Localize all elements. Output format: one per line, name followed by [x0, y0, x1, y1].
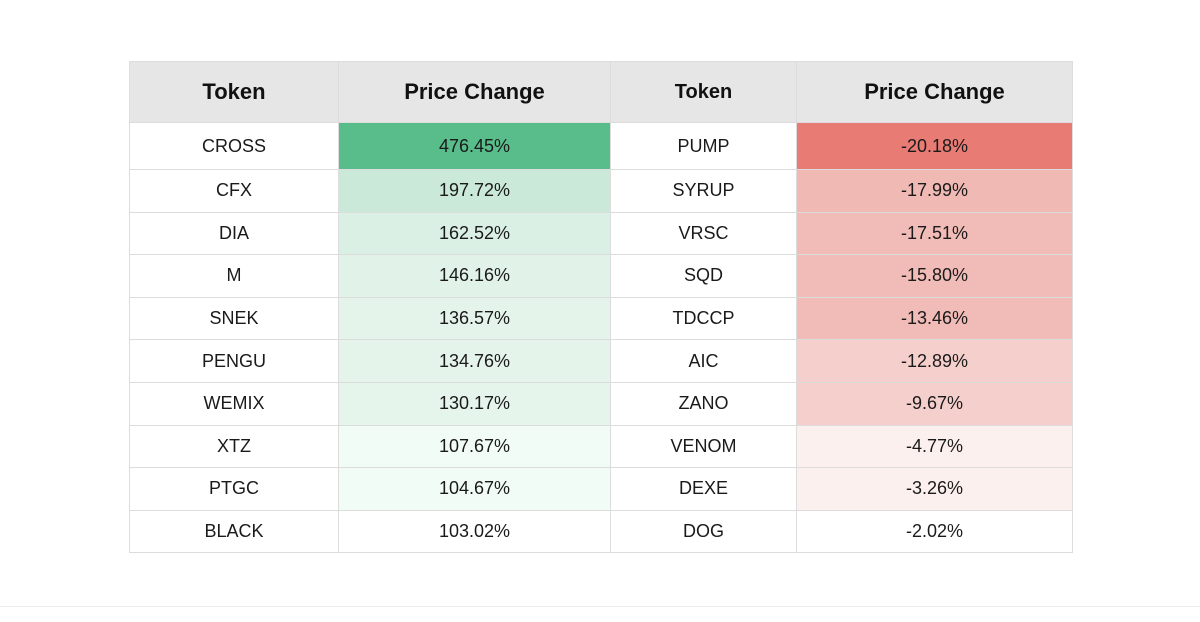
gainer-token: M	[129, 254, 339, 298]
header-token-right: Token	[610, 61, 797, 123]
gainer-token: CROSS	[129, 122, 339, 170]
loser-token: ZANO	[610, 381, 797, 426]
gainer-token: DIA	[129, 211, 339, 256]
gainer-change: 146.16%	[338, 254, 611, 298]
gainer-change: 103.02%	[338, 509, 611, 554]
table-row: WEMIX 130.17% ZANO -9.67%	[129, 381, 1073, 426]
loser-token: VRSC	[610, 211, 797, 256]
gainer-token: WEMIX	[129, 381, 339, 426]
header-token-left: Token	[129, 61, 339, 123]
gainer-change: 130.17%	[338, 381, 611, 426]
loser-change: -20.18%	[796, 122, 1073, 170]
table-row: XTZ 107.67% VENOM -4.77%	[129, 424, 1073, 469]
table-row: BLACK 103.02% DOG -2.02%	[129, 509, 1073, 554]
gainer-change: 134.76%	[338, 339, 611, 383]
gainer-change: 162.52%	[338, 211, 611, 256]
header-price-change-left: Price Change	[338, 61, 611, 123]
loser-token: DEXE	[610, 467, 797, 511]
gainer-token: XTZ	[129, 424, 339, 469]
table-row: SNEK 136.57% TDCCP -13.46%	[129, 296, 1073, 341]
loser-token: SQD	[610, 254, 797, 298]
table-row: PENGU 134.76% AIC -12.89%	[129, 339, 1073, 383]
table-row: DIA 162.52% VRSC -17.51%	[129, 211, 1073, 256]
table-row: M 146.16% SQD -15.80%	[129, 254, 1073, 298]
gainer-change: 136.57%	[338, 296, 611, 341]
gainer-change: 104.67%	[338, 467, 611, 511]
bottom-divider	[0, 606, 1200, 607]
loser-change: -13.46%	[796, 296, 1073, 341]
header-price-change-right: Price Change	[796, 61, 1073, 123]
loser-token: TDCCP	[610, 296, 797, 341]
loser-change: -9.67%	[796, 381, 1073, 426]
table-header-row: Token Price Change Token Price Change	[129, 61, 1073, 123]
gainer-token: SNEK	[129, 296, 339, 341]
gainer-change: 107.67%	[338, 424, 611, 469]
loser-change: -2.02%	[796, 509, 1073, 554]
loser-change: -3.26%	[796, 467, 1073, 511]
gainer-token: PTGC	[129, 467, 339, 511]
loser-change: -4.77%	[796, 424, 1073, 469]
gainer-token: PENGU	[129, 339, 339, 383]
loser-change: -17.51%	[796, 211, 1073, 256]
table-row: CFX 197.72% SYRUP -17.99%	[129, 169, 1073, 213]
loser-change: -17.99%	[796, 169, 1073, 213]
price-change-table: Token Price Change Token Price Change CR…	[129, 61, 1073, 554]
table-row: PTGC 104.67% DEXE -3.26%	[129, 467, 1073, 511]
gainer-token: CFX	[129, 169, 339, 213]
loser-token: PUMP	[610, 122, 797, 170]
loser-change: -12.89%	[796, 339, 1073, 383]
loser-token: AIC	[610, 339, 797, 383]
gainer-token: BLACK	[129, 509, 339, 554]
gainer-change: 476.45%	[338, 122, 611, 170]
loser-token: VENOM	[610, 424, 797, 469]
gainer-change: 197.72%	[338, 169, 611, 213]
loser-token: SYRUP	[610, 169, 797, 213]
loser-token: DOG	[610, 509, 797, 554]
loser-change: -15.80%	[796, 254, 1073, 298]
table-row: CROSS 476.45% PUMP -20.18%	[129, 122, 1073, 170]
